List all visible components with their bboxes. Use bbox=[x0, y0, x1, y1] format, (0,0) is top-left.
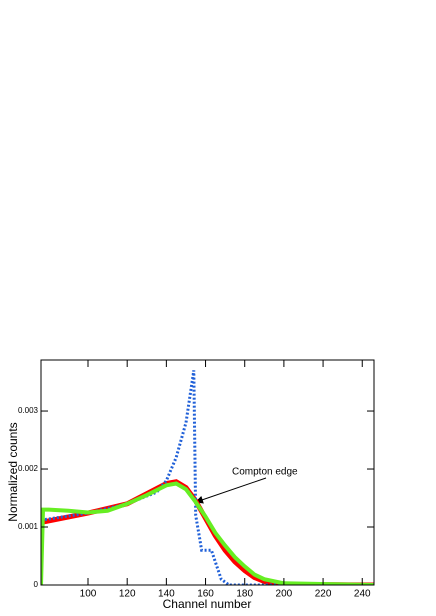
x-tick-label: 220 bbox=[315, 589, 332, 600]
x-tick-label: 160 bbox=[197, 589, 214, 600]
annotation: Compton edge bbox=[232, 467, 298, 478]
series-line bbox=[41, 479, 374, 585]
y-tick-label: 0 bbox=[34, 580, 39, 589]
x-tick-label: 240 bbox=[354, 589, 371, 600]
series-line bbox=[41, 370, 374, 585]
annotation-arrow bbox=[195, 477, 267, 504]
x-tick-label: 100 bbox=[80, 589, 97, 600]
y-tick-label: 0.001 bbox=[18, 522, 39, 531]
x-tick-label: 180 bbox=[236, 589, 253, 600]
y-axis-label: Normalized counts bbox=[6, 422, 20, 521]
y-tick-label: 0.002 bbox=[18, 464, 39, 473]
series-line bbox=[41, 481, 374, 585]
x-tick-label: 120 bbox=[119, 589, 136, 600]
plot-frame bbox=[40, 359, 375, 586]
x-axis-label: Channel number bbox=[163, 597, 252, 611]
x-tick-label: 140 bbox=[158, 589, 175, 600]
y-tick-label: 0.003 bbox=[18, 406, 39, 415]
x-tick-label: 200 bbox=[276, 589, 293, 600]
